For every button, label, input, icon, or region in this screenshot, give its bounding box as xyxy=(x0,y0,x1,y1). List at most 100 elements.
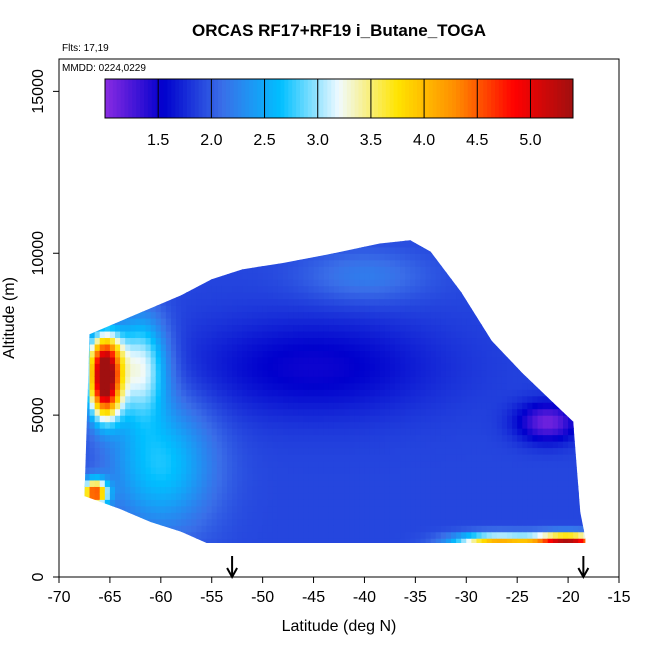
heatmap-cell xyxy=(120,240,126,241)
heatmap-cell xyxy=(563,512,569,520)
heatmap-cell xyxy=(466,447,472,455)
heatmap-cell xyxy=(563,356,569,364)
heatmap-cell xyxy=(364,402,371,410)
heatmap-cell xyxy=(267,272,274,280)
heatmap-cell xyxy=(415,292,422,300)
heatmap-cell xyxy=(135,421,142,429)
heatmap-cell xyxy=(272,499,279,507)
heatmap-cell xyxy=(364,486,371,494)
heatmap-cell xyxy=(359,389,366,397)
colorbar-segment xyxy=(413,79,418,118)
heatmap-cell xyxy=(257,512,264,520)
heatmap-cell xyxy=(445,292,452,300)
colorbar-segment xyxy=(444,79,449,118)
heatmap-cell xyxy=(486,246,493,254)
heatmap-cell xyxy=(568,311,574,319)
heatmap-cell xyxy=(237,363,243,371)
heatmap-cell xyxy=(84,298,91,306)
heatmap-cell xyxy=(374,253,381,261)
heatmap-cell xyxy=(303,389,310,397)
heatmap-cell xyxy=(542,389,549,397)
heatmap-cell xyxy=(267,525,274,533)
heatmap-cell xyxy=(354,460,360,468)
heatmap-cell xyxy=(242,505,248,513)
heatmap-cell xyxy=(563,492,569,500)
heatmap-cell xyxy=(196,473,203,481)
heatmap-cell xyxy=(430,486,437,494)
heatmap-cell xyxy=(384,240,391,241)
heatmap-cell xyxy=(481,499,488,507)
heatmap-cell xyxy=(507,337,513,345)
heatmap-cell xyxy=(517,453,523,462)
heatmap-cell xyxy=(313,350,320,358)
heatmap-cell xyxy=(466,545,472,552)
heatmap-cell xyxy=(395,382,401,390)
heatmap-cell xyxy=(349,389,355,397)
heatmap-cell xyxy=(237,292,243,300)
heatmap-cell xyxy=(339,253,345,261)
heatmap-cell xyxy=(323,350,330,358)
heatmap-cell xyxy=(568,350,574,358)
heatmap-cell xyxy=(247,473,254,481)
heatmap-cell xyxy=(461,376,467,384)
heatmap-cell xyxy=(542,240,549,241)
heatmap-cell xyxy=(125,279,131,287)
heatmap-cell xyxy=(272,324,279,332)
heatmap-cell xyxy=(84,447,86,455)
heatmap-cell xyxy=(283,253,289,261)
heatmap-cell xyxy=(150,505,157,513)
heatmap-cell xyxy=(461,499,467,507)
heatmap-cell xyxy=(359,382,366,390)
heatmap-cell xyxy=(573,441,579,449)
heatmap-cell xyxy=(308,272,315,280)
heatmap-cell xyxy=(425,330,432,339)
heatmap-cell xyxy=(471,505,478,513)
heatmap-cell xyxy=(221,421,228,429)
heatmap-cell xyxy=(237,369,243,377)
heatmap-cell xyxy=(201,479,208,487)
heatmap-cell xyxy=(532,311,539,319)
heatmap-cell xyxy=(109,266,116,274)
heatmap-cell xyxy=(140,285,147,293)
heatmap-cell xyxy=(165,441,172,449)
heatmap-cell xyxy=(328,324,335,332)
heatmap-cell xyxy=(181,505,187,513)
heatmap-cell xyxy=(84,330,91,339)
heatmap-cell xyxy=(277,421,284,429)
heatmap-cell xyxy=(537,272,544,280)
heatmap-cell xyxy=(578,240,584,241)
heatmap-cell xyxy=(369,266,376,274)
heatmap-cell xyxy=(84,473,86,481)
heatmap-cell xyxy=(308,428,315,436)
heatmap-cell xyxy=(420,240,427,241)
heatmap-cell xyxy=(557,376,564,384)
heatmap-cell xyxy=(384,324,391,332)
heatmap-cell xyxy=(395,479,401,487)
heatmap-cell xyxy=(415,499,422,507)
heatmap-cell xyxy=(496,512,503,520)
heatmap-cell xyxy=(89,408,96,416)
heatmap-cell xyxy=(542,311,549,319)
heatmap-cell xyxy=(257,330,264,339)
heatmap-cell xyxy=(206,408,213,416)
heatmap-cell xyxy=(517,434,523,442)
heatmap-cell xyxy=(481,356,488,364)
heatmap-cell xyxy=(160,259,167,267)
heatmap-cell xyxy=(349,330,355,339)
heatmap-cell xyxy=(389,369,396,377)
heatmap-cell xyxy=(257,531,264,539)
heatmap-cell xyxy=(94,460,101,468)
heatmap-cell xyxy=(319,545,325,552)
heatmap-cell xyxy=(104,486,111,494)
heatmap-cell xyxy=(216,492,223,500)
heatmap-cell xyxy=(277,382,284,390)
heatmap-cell xyxy=(150,538,157,544)
heatmap-cell xyxy=(99,492,106,500)
heatmap-cell xyxy=(507,460,513,468)
heatmap-cell xyxy=(262,395,269,403)
heatmap-cell xyxy=(216,376,223,384)
heatmap-cell xyxy=(496,434,503,442)
heatmap-cell xyxy=(354,285,360,293)
heatmap-cell xyxy=(181,479,187,487)
heatmap-cell xyxy=(344,486,350,494)
